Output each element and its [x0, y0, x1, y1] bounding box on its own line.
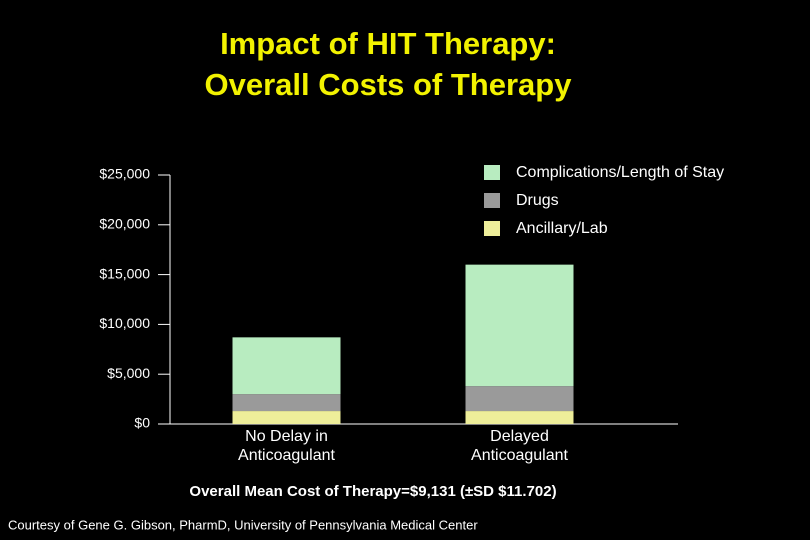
bar-segment — [465, 264, 574, 387]
y-tick-label: $0 — [134, 415, 150, 431]
bar-segment — [232, 337, 341, 395]
annotation: Overall Mean Cost of Therapy=$9,131 (±SD… — [189, 483, 556, 500]
x-tick-label: No Delay in Anticoagulant — [238, 428, 335, 464]
bar-segment — [465, 386, 574, 412]
chart-title: Impact of HIT Therapy: — [220, 26, 556, 61]
x-tick-label-box: Delayed Anticoagulant — [471, 428, 568, 464]
y-tick-label: $20,000 — [99, 216, 150, 232]
legend-swatch — [484, 221, 500, 236]
legend-label: Drugs — [516, 192, 559, 209]
legend-label: Complications/Length of Stay — [516, 164, 724, 181]
x-tick-label-box: No Delay in Anticoagulant — [238, 428, 335, 464]
y-tick-label: $5,000 — [107, 365, 150, 381]
y-tick-label: $10,000 — [99, 315, 150, 331]
chart-subtitle: Overall Costs of Therapy — [205, 67, 573, 102]
legend-swatch — [484, 165, 500, 180]
x-tick-label: Delayed Anticoagulant — [471, 428, 568, 464]
y-tick-label: $15,000 — [99, 265, 150, 281]
bar-segment — [232, 411, 341, 424]
footnote: Courtesy of Gene G. Gibson, PharmD, Univ… — [8, 517, 478, 532]
bar-segment — [232, 394, 341, 412]
y-tick-label: $25,000 — [99, 166, 150, 182]
legend-swatch — [484, 193, 500, 208]
legend-label: Ancillary/Lab — [516, 220, 608, 237]
bar-segment — [465, 411, 574, 424]
